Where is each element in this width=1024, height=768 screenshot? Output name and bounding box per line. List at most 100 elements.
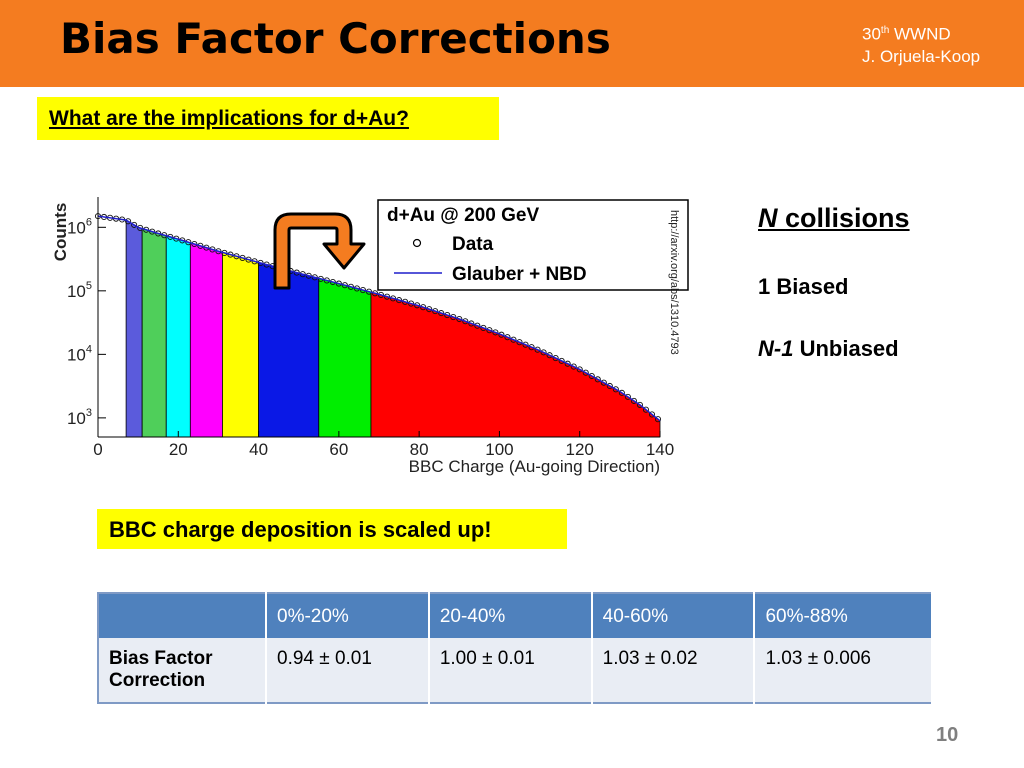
conference-suffix: th — [880, 25, 890, 36]
row-label-line2: Correction — [109, 670, 206, 691]
data-point — [588, 372, 595, 380]
biased-text: 1 Biased — [758, 274, 849, 299]
data-point — [143, 226, 150, 233]
conference-number: 30 — [862, 24, 881, 44]
data-point — [582, 369, 589, 376]
y-tick-label: 106 — [67, 216, 92, 237]
table-row: Bias Factor Correction 0.94 ± 0.01 1.00 ±… — [98, 638, 933, 703]
data-point — [600, 379, 607, 386]
row-label-line1: Bias Factor — [109, 648, 213, 669]
n-symbol: N — [758, 203, 778, 233]
data-point — [570, 363, 577, 370]
table-cell: 0.94 ± 0.01 — [266, 638, 430, 703]
table-header-cell: 20-40% — [428, 593, 593, 638]
data-point — [630, 397, 637, 404]
data-point — [450, 313, 457, 321]
unbiased-text: N-1 Unbiased — [758, 336, 899, 362]
legend-data-marker — [412, 238, 422, 248]
legend-data-label: Data — [452, 234, 494, 255]
data-point — [624, 393, 631, 400]
collisions-heading: N collisions — [758, 203, 910, 234]
row-label: Bias Factor Correction — [98, 638, 267, 703]
data-point — [492, 329, 499, 336]
x-tick-label: 120 — [566, 440, 594, 459]
data-point — [552, 355, 559, 362]
n-minus-one: N-1 — [758, 336, 794, 361]
x-ticks: 0 20 40 60 80 100 120 140 — [93, 431, 674, 459]
data-point — [504, 334, 511, 341]
data-point — [480, 324, 487, 331]
model-curve — [97, 215, 661, 422]
data-point — [642, 406, 650, 413]
header-bar — [0, 0, 1024, 87]
y-tick-label: 103 — [67, 407, 92, 428]
table-cell: 1.00 ± 0.01 — [428, 638, 593, 703]
bbc-charge-chart: 0 20 40 60 80 100 120 140 103 104 105 106 BBC Char… — [51, 197, 689, 476]
data-point — [546, 352, 553, 359]
centrality-band — [189, 242, 223, 438]
author-name: J. Orjuela-Koop — [862, 46, 981, 66]
table-header-row: 0%-20% 20-40% 40-60% 60%-88% — [98, 593, 933, 638]
data-point — [618, 389, 625, 396]
table-cell: 1.03 ± 0.02 — [591, 638, 756, 703]
bias-factor-table: 0%-20% 20-40% 40-60% 60%-88% Bias Factor… — [97, 592, 933, 704]
data-point — [516, 339, 523, 346]
legend-box — [377, 199, 689, 291]
bbc-callout-text: BBC charge deposition is scaled up! — [109, 517, 492, 542]
data-point — [474, 322, 481, 329]
centrality-band — [165, 235, 191, 438]
y-axis-label: Counts — [51, 203, 70, 262]
x-tick-label: 0 — [93, 440, 102, 459]
table-header-cell: 40-60% — [591, 593, 756, 638]
data-point — [137, 224, 144, 231]
bbc-callout: BBC charge deposition is scaled up! — [97, 509, 567, 549]
x-axis-label: BBC Charge (Au-going Direction) — [409, 457, 660, 476]
centrality-band — [125, 219, 143, 438]
data-point — [462, 318, 469, 325]
data-point — [468, 320, 475, 327]
data-point — [648, 411, 656, 418]
table-header-cell: 60%-88% — [754, 593, 933, 638]
data-point — [558, 357, 565, 364]
slide-title: Bias Factor Corrections — [60, 14, 611, 63]
data-point — [444, 312, 451, 319]
data-point — [432, 308, 439, 315]
centrality-band — [222, 251, 259, 438]
centrality-bands — [125, 219, 661, 438]
conference-info: 30th WWND J. Orjuela-Koop — [862, 20, 980, 68]
data-point — [636, 401, 643, 408]
centrality-band — [318, 277, 372, 438]
page-number: 10 — [936, 724, 959, 746]
table-cell: 1.03 ± 0.006 — [754, 638, 933, 703]
data-point — [528, 344, 535, 351]
data-point — [612, 386, 619, 393]
collisions-word: collisions — [785, 203, 910, 233]
data-point — [540, 349, 547, 356]
x-tick-label: 20 — [169, 440, 188, 459]
centrality-band — [370, 291, 661, 438]
legend-title: d+Au @ 200 GeV — [387, 205, 539, 226]
data-point — [456, 315, 463, 323]
data-point — [131, 221, 138, 228]
data-point — [486, 327, 493, 334]
data-point — [576, 366, 583, 373]
data-point — [606, 382, 613, 390]
x-tick-label: 60 — [329, 440, 348, 459]
x-tick-label: 80 — [410, 440, 429, 459]
legend-model-label: Glauber + NBD — [452, 264, 587, 285]
table-header-cell — [98, 593, 267, 638]
arxiv-reference: http://arxiv.org/abs/1310.4793 — [668, 210, 680, 355]
x-tick-label: 40 — [249, 440, 268, 459]
data-point — [654, 416, 662, 423]
data-point — [149, 228, 156, 235]
arrow-icon — [273, 212, 366, 290]
data-point — [125, 218, 132, 225]
data-point — [438, 310, 445, 317]
centrality-band — [141, 227, 167, 438]
data-point — [594, 376, 601, 383]
data-point — [498, 331, 505, 338]
x-tick-label: 140 — [646, 440, 674, 459]
data-point — [522, 341, 529, 348]
y-tick-label: 104 — [67, 343, 92, 364]
data-point — [534, 346, 541, 353]
